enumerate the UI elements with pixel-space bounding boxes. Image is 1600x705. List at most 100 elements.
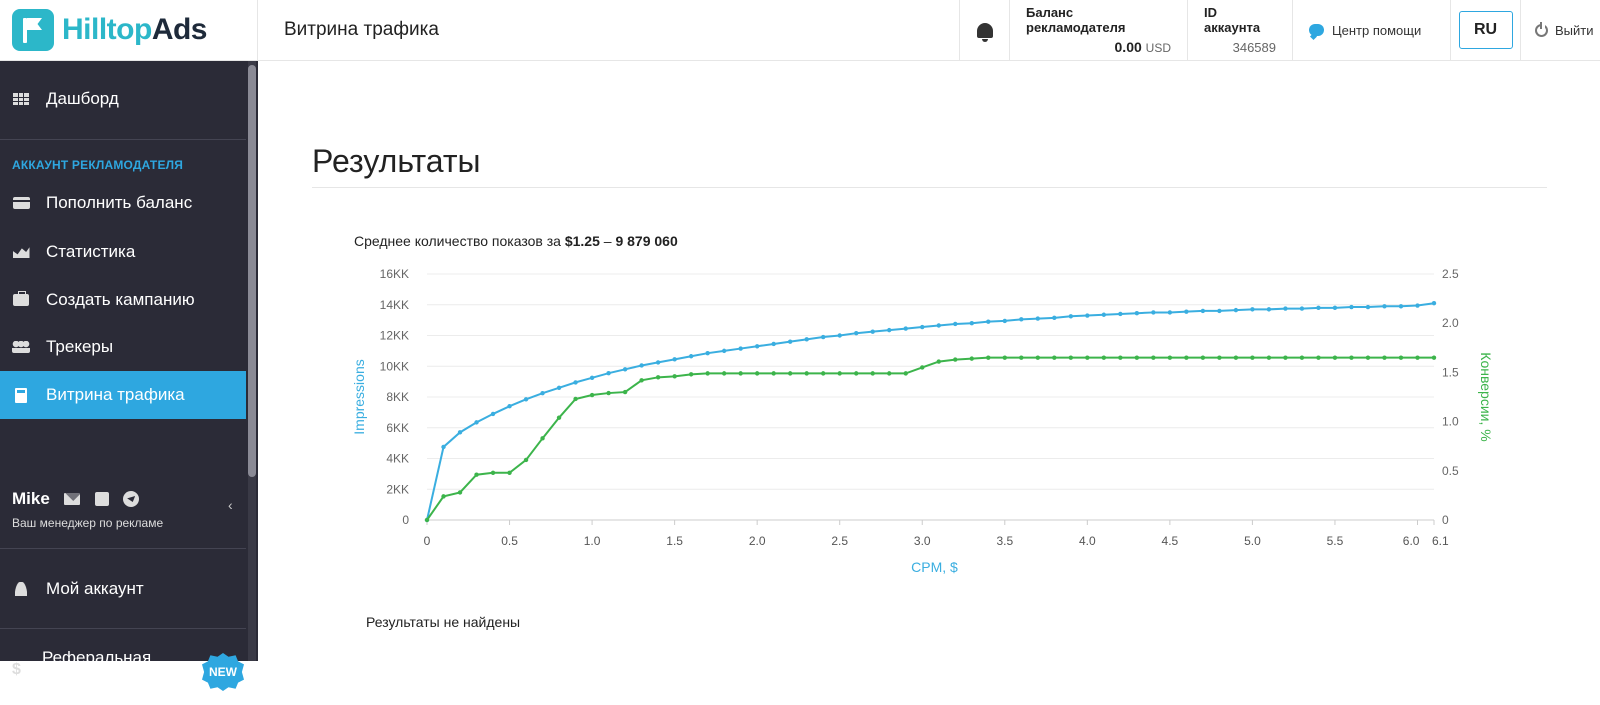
data-point	[969, 356, 974, 361]
sidebar-item-dashboard[interactable]: Дашборд	[0, 75, 246, 123]
sidebar-item-label: Реферальная программа	[42, 648, 152, 691]
y-left-tick-label: 4KK	[386, 452, 409, 466]
data-point	[1233, 355, 1239, 360]
data-point	[820, 334, 826, 340]
sidebar-section-label: АККАУНТ РЕКЛАМОДАТЕЛЯ	[12, 158, 184, 172]
data-point	[837, 371, 842, 376]
data-point	[1085, 313, 1090, 318]
sidebar-divider	[0, 628, 246, 629]
data-point	[1283, 355, 1288, 360]
chevron-left-icon[interactable]: ‹	[228, 497, 233, 513]
logout-button[interactable]: Выйти	[1520, 0, 1600, 60]
teams-icon[interactable]	[94, 492, 109, 506]
notifications-button[interactable]	[959, 0, 1009, 60]
data-point	[441, 494, 446, 499]
data-point	[986, 319, 991, 324]
data-point	[903, 371, 908, 376]
no-results-text: Результаты не найдены	[366, 614, 521, 630]
y-left-tick-label: 6KK	[386, 421, 409, 435]
sidebar: Дашборд АККАУНТ РЕКЛАМОДАТЕЛЯ Пополнить …	[0, 61, 258, 691]
data-point	[622, 367, 628, 372]
data-point	[540, 390, 545, 396]
data-point	[1035, 316, 1041, 321]
mail-icon[interactable]	[64, 493, 81, 505]
sidebar-item-referral[interactable]: $ Реферальная программа NEW	[0, 635, 246, 705]
language-selector[interactable]: RU	[1458, 11, 1513, 49]
sidebar-item-label: Статистика	[46, 242, 136, 261]
account-id: ID аккаунта 346589	[1187, 0, 1292, 60]
sidebar-item-statistics[interactable]: Статистика	[0, 228, 246, 276]
y-left-tick-label: 0	[402, 513, 409, 527]
x-tick-label: 4.0	[1079, 534, 1096, 548]
grid-icon	[13, 93, 29, 105]
main-content: Результаты Среднее количество показов за…	[258, 61, 1600, 661]
chart-icon	[12, 247, 30, 258]
data-point	[1101, 355, 1107, 360]
data-point	[920, 365, 925, 370]
help-center-link[interactable]: Центр помощи	[1292, 0, 1450, 60]
help-center-label: Центр помощи	[1332, 22, 1422, 38]
data-point	[1052, 355, 1057, 360]
y-left-axis-title: Impressions	[351, 359, 367, 434]
data-point	[540, 436, 545, 441]
data-point	[1283, 306, 1288, 311]
sidebar-item-top-up[interactable]: Пополнить баланс	[0, 179, 246, 227]
y-left-tick-label: 8KK	[386, 390, 409, 404]
sidebar-item-trackers[interactable]: Трекеры	[0, 323, 246, 371]
y-right-tick-label: 1.0	[1442, 415, 1459, 429]
data-point	[424, 517, 430, 523]
data-point	[655, 375, 661, 380]
power-icon	[1535, 21, 1548, 37]
logout-label: Выйти	[1555, 22, 1594, 38]
x-tick-label: 5.5	[1327, 534, 1344, 548]
sidebar-item-traffic-showcase[interactable]: Витрина трафика	[0, 371, 246, 419]
logo[interactable]: HilltopAds	[0, 0, 258, 60]
sidebar-item-create-campaign[interactable]: Создать кампанию	[0, 276, 246, 324]
top-header: HilltopAds Витрина трафика Баланс реклам…	[0, 0, 1600, 61]
data-point	[754, 344, 760, 349]
data-point	[1250, 355, 1255, 360]
data-point	[441, 444, 446, 450]
data-point	[457, 430, 463, 435]
data-point	[1019, 355, 1024, 360]
data-point	[1184, 309, 1189, 314]
data-point	[1316, 355, 1321, 360]
data-point	[1382, 355, 1387, 360]
data-point	[1151, 355, 1156, 360]
data-point	[688, 372, 694, 377]
data-point	[655, 360, 661, 365]
language-selector-cell: RU	[1450, 0, 1520, 60]
data-point	[953, 357, 958, 362]
sidebar-item-my-account[interactable]: Мой аккаунт	[0, 565, 246, 613]
data-point	[771, 371, 776, 376]
data-point	[1233, 307, 1239, 313]
series-line-impressions	[426, 302, 1435, 521]
users-icon	[12, 341, 30, 353]
data-point	[787, 371, 793, 376]
data-point	[1184, 355, 1189, 360]
data-point	[1349, 304, 1354, 310]
data-point	[887, 371, 892, 376]
data-point	[721, 348, 727, 354]
data-point	[1316, 305, 1321, 311]
y-left-tick-label: 10KK	[380, 359, 409, 373]
header-page-title: Витрина трафика	[284, 19, 439, 40]
y-left-tick-label: 2KK	[386, 482, 409, 496]
data-point	[870, 371, 875, 376]
cpm-chart: 0 2KK 4KK 6KK 8KK 10KK 12KK 14KK 16KK 0 0.5 1.0 1.5 2…	[351, 267, 1494, 575]
data-point	[854, 330, 859, 336]
data-point	[1365, 304, 1371, 310]
data-point	[1118, 355, 1123, 360]
x-tick-label: 3.0	[914, 534, 931, 548]
data-point	[672, 357, 677, 362]
user-icon	[15, 582, 27, 596]
telegram-icon[interactable]	[123, 491, 140, 507]
sidebar-scrollbar-thumb[interactable]	[248, 65, 256, 477]
data-point	[507, 404, 512, 409]
sidebar-divider	[0, 548, 246, 549]
data-point	[573, 396, 578, 402]
data-point	[1068, 314, 1074, 319]
data-point	[1151, 310, 1156, 315]
data-point	[556, 385, 562, 390]
data-point	[804, 371, 809, 376]
